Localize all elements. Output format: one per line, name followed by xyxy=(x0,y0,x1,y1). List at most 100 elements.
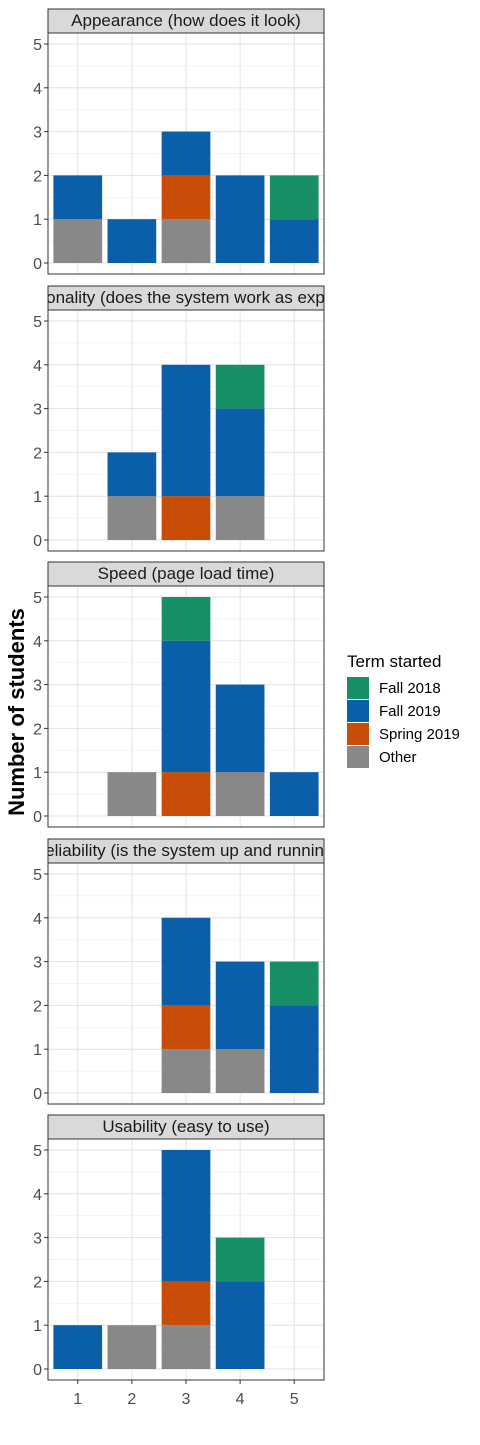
panel-border xyxy=(47,32,325,275)
bar-segment xyxy=(161,1281,211,1326)
x-tick-label: 5 xyxy=(290,1391,299,1408)
bar-segment xyxy=(215,1049,265,1093)
y-tick-label: 1 xyxy=(33,489,42,506)
bar-segment xyxy=(215,684,265,773)
facet-panel: Functionality (does the system work as e… xyxy=(0,285,372,552)
y-tick-label: 5 xyxy=(33,590,42,607)
y-tick-label: 4 xyxy=(33,81,42,98)
y-tick-label: 2 xyxy=(33,998,42,1015)
bar-segment xyxy=(53,1325,103,1369)
x-tick-label: 2 xyxy=(127,1391,136,1408)
bar-segment xyxy=(161,640,211,773)
x-tick-label: 1 xyxy=(73,1391,82,1408)
legend-label: Fall 2019 xyxy=(379,703,441,720)
facet-title: Reliability (is the system up and runnin… xyxy=(33,841,339,860)
facet-strip xyxy=(47,561,325,587)
y-tick-label: 1 xyxy=(33,1318,42,1335)
bar-segment xyxy=(107,772,157,816)
facet-title: Functionality (does the system work as e… xyxy=(0,288,372,307)
y-tick-label: 5 xyxy=(33,314,42,331)
facet-title: Usability (easy to use) xyxy=(102,1117,269,1136)
x-tick-label: 4 xyxy=(236,1391,245,1408)
bar-segment xyxy=(161,917,211,1006)
y-tick-label: 4 xyxy=(33,1187,42,1204)
bar-segment xyxy=(161,175,211,220)
bar-segment xyxy=(161,1325,211,1369)
legend-label: Spring 2019 xyxy=(379,726,460,743)
x-tick-label: 3 xyxy=(182,1391,191,1408)
facet-panel: Speed (page load time) 0 1 2 3 4 5 xyxy=(33,561,325,828)
bar-segment xyxy=(269,961,319,1006)
legend-key xyxy=(347,677,369,699)
facet-panel: Reliability (is the system up and runnin… xyxy=(33,838,339,1105)
y-tick-label: 2 xyxy=(33,1274,42,1291)
y-tick-label: 1 xyxy=(33,1042,42,1059)
bar-segment xyxy=(53,219,103,263)
y-tick-label: 0 xyxy=(33,533,42,550)
legend-label: Other xyxy=(379,749,417,766)
y-tick-label: 4 xyxy=(33,358,42,375)
bar-segment xyxy=(161,496,211,540)
bar-segment xyxy=(269,175,319,220)
bar-segment xyxy=(107,1325,157,1369)
legend-label: Fall 2018 xyxy=(379,680,441,697)
facet-panel: Usability (easy to use) 0 1 2 3 4 5 1 2 3 4 5 xyxy=(33,1114,325,1408)
y-tick-label: 0 xyxy=(33,1086,42,1103)
bar-segment xyxy=(215,364,265,409)
facet-strip xyxy=(47,285,325,311)
legend-title: Term started xyxy=(347,652,441,671)
bar-segment xyxy=(215,1237,265,1282)
legend-key xyxy=(347,723,369,745)
y-axis-title: Number of students xyxy=(4,608,29,816)
y-tick-label: 3 xyxy=(33,955,42,972)
bar-segment xyxy=(161,219,211,263)
bar-segment xyxy=(269,1005,319,1093)
facet-panel: Appearance (how does it look) 0 1 2 3 4 5 xyxy=(33,8,325,275)
bar-segment xyxy=(215,408,265,497)
y-tick-label: 5 xyxy=(33,37,42,54)
facet-strip xyxy=(47,1114,325,1140)
panel-border xyxy=(47,309,325,552)
y-tick-label: 3 xyxy=(33,1231,42,1248)
bar-segment xyxy=(215,175,265,263)
facet-strip xyxy=(47,838,325,864)
bar-segment xyxy=(161,597,211,641)
y-tick-label: 1 xyxy=(33,212,42,229)
bar-segment xyxy=(161,1005,211,1050)
bar-segment xyxy=(161,131,211,176)
y-tick-label: 0 xyxy=(33,256,42,273)
facet-title: Appearance (how does it look) xyxy=(71,11,301,30)
y-tick-label: 0 xyxy=(33,809,42,826)
y-tick-label: 4 xyxy=(33,634,42,651)
legend: Term started Fall 2018 Fall 2019 Spring 201… xyxy=(347,652,460,768)
y-tick-label: 1 xyxy=(33,765,42,782)
bar-segment xyxy=(161,1150,211,1282)
panel-border xyxy=(47,585,325,828)
y-tick-label: 2 xyxy=(33,168,42,185)
bar-segment xyxy=(161,1049,211,1093)
y-tick-label: 3 xyxy=(33,678,42,695)
y-tick-label: 2 xyxy=(33,721,42,738)
bar-segment xyxy=(161,364,211,497)
bar-segment xyxy=(53,175,103,220)
facet-strip xyxy=(47,8,325,34)
legend-key xyxy=(347,746,369,768)
bar-segment xyxy=(215,496,265,540)
y-tick-label: 0 xyxy=(33,1362,42,1379)
panel-border xyxy=(47,862,325,1105)
bar-segment xyxy=(215,961,265,1050)
bar-segment xyxy=(107,219,157,263)
y-tick-label: 5 xyxy=(33,1143,42,1160)
bar-segment xyxy=(161,772,211,816)
facet-title: Speed (page load time) xyxy=(98,564,275,583)
bar-segment xyxy=(215,1281,265,1369)
bar-segment xyxy=(107,452,157,497)
y-tick-label: 3 xyxy=(33,125,42,142)
legend-key xyxy=(347,700,369,722)
y-tick-label: 3 xyxy=(33,402,42,419)
y-tick-label: 4 xyxy=(33,911,42,928)
y-tick-label: 5 xyxy=(33,867,42,884)
bar-segment xyxy=(269,772,319,816)
